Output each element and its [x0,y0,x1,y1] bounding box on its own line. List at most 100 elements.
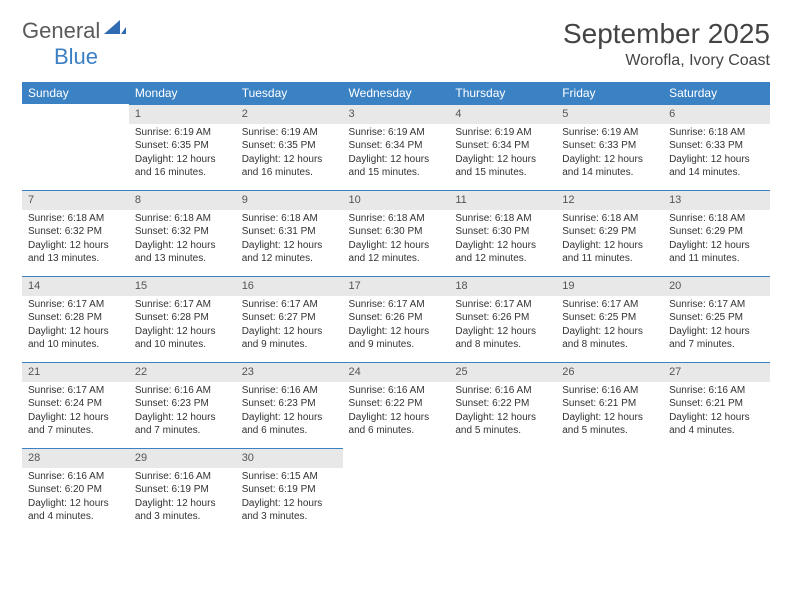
weekday-header: Tuesday [236,82,343,104]
day-number: 16 [236,276,343,296]
calendar-day-cell: 19Sunrise: 6:17 AMSunset: 6:25 PMDayligh… [556,276,663,362]
day-number: 10 [343,190,450,210]
day-content: Sunrise: 6:19 AMSunset: 6:35 PMDaylight:… [236,124,343,184]
day-content: Sunrise: 6:17 AMSunset: 6:27 PMDaylight:… [236,296,343,356]
day-number: 3 [343,104,450,124]
calendar-week-row: 7Sunrise: 6:18 AMSunset: 6:32 PMDaylight… [22,190,770,276]
day-content: Sunrise: 6:17 AMSunset: 6:25 PMDaylight:… [663,296,770,356]
calendar-week-row: 14Sunrise: 6:17 AMSunset: 6:28 PMDayligh… [22,276,770,362]
day-content: Sunrise: 6:18 AMSunset: 6:32 PMDaylight:… [129,210,236,270]
calendar-day-cell: 25Sunrise: 6:16 AMSunset: 6:22 PMDayligh… [449,362,556,448]
weekday-header: Saturday [663,82,770,104]
calendar-day-cell: 28Sunrise: 6:16 AMSunset: 6:20 PMDayligh… [22,448,129,534]
day-content: Sunrise: 6:19 AMSunset: 6:34 PMDaylight:… [449,124,556,184]
calendar-day-cell: 14Sunrise: 6:17 AMSunset: 6:28 PMDayligh… [22,276,129,362]
calendar-week-row: 1Sunrise: 6:19 AMSunset: 6:35 PMDaylight… [22,104,770,190]
calendar-day-cell: 21Sunrise: 6:17 AMSunset: 6:24 PMDayligh… [22,362,129,448]
day-content: Sunrise: 6:18 AMSunset: 6:30 PMDaylight:… [449,210,556,270]
calendar-empty-cell [343,448,450,534]
logo-text-2: Blue [54,44,98,69]
day-number: 25 [449,362,556,382]
day-content: Sunrise: 6:16 AMSunset: 6:23 PMDaylight:… [129,382,236,442]
calendar-day-cell: 16Sunrise: 6:17 AMSunset: 6:27 PMDayligh… [236,276,343,362]
calendar-day-cell: 29Sunrise: 6:16 AMSunset: 6:19 PMDayligh… [129,448,236,534]
day-number: 21 [22,362,129,382]
day-content: Sunrise: 6:18 AMSunset: 6:32 PMDaylight:… [22,210,129,270]
day-content: Sunrise: 6:19 AMSunset: 6:33 PMDaylight:… [556,124,663,184]
day-content: Sunrise: 6:16 AMSunset: 6:21 PMDaylight:… [556,382,663,442]
day-number: 14 [22,276,129,296]
day-number: 2 [236,104,343,124]
weekday-header: Sunday [22,82,129,104]
day-number: 15 [129,276,236,296]
calendar-empty-cell [22,104,129,190]
day-content: Sunrise: 6:17 AMSunset: 6:28 PMDaylight:… [129,296,236,356]
day-number: 1 [129,104,236,124]
calendar-day-cell: 12Sunrise: 6:18 AMSunset: 6:29 PMDayligh… [556,190,663,276]
calendar-day-cell: 27Sunrise: 6:16 AMSunset: 6:21 PMDayligh… [663,362,770,448]
calendar-day-cell: 3Sunrise: 6:19 AMSunset: 6:34 PMDaylight… [343,104,450,190]
calendar-day-cell: 1Sunrise: 6:19 AMSunset: 6:35 PMDaylight… [129,104,236,190]
calendar-day-cell: 17Sunrise: 6:17 AMSunset: 6:26 PMDayligh… [343,276,450,362]
day-content: Sunrise: 6:17 AMSunset: 6:24 PMDaylight:… [22,382,129,442]
logo-text-1: General [22,18,100,44]
day-number: 9 [236,190,343,210]
header: General September 2025 Worofla, Ivory Co… [22,18,770,70]
day-number: 30 [236,448,343,468]
day-content: Sunrise: 6:18 AMSunset: 6:31 PMDaylight:… [236,210,343,270]
day-number: 11 [449,190,556,210]
weekday-header: Monday [129,82,236,104]
logo-line2: Blue [28,44,98,70]
day-content: Sunrise: 6:16 AMSunset: 6:22 PMDaylight:… [343,382,450,442]
location: Worofla, Ivory Coast [563,52,770,70]
calendar-day-cell: 6Sunrise: 6:18 AMSunset: 6:33 PMDaylight… [663,104,770,190]
calendar-day-cell: 20Sunrise: 6:17 AMSunset: 6:25 PMDayligh… [663,276,770,362]
day-number: 27 [663,362,770,382]
weekday-header-row: SundayMondayTuesdayWednesdayThursdayFrid… [22,82,770,104]
day-number: 6 [663,104,770,124]
day-number: 4 [449,104,556,124]
day-content: Sunrise: 6:16 AMSunset: 6:21 PMDaylight:… [663,382,770,442]
day-number: 26 [556,362,663,382]
calendar-table: SundayMondayTuesdayWednesdayThursdayFrid… [22,82,770,534]
day-number: 22 [129,362,236,382]
day-number: 17 [343,276,450,296]
day-content: Sunrise: 6:18 AMSunset: 6:29 PMDaylight:… [556,210,663,270]
day-content: Sunrise: 6:18 AMSunset: 6:33 PMDaylight:… [663,124,770,184]
calendar-day-cell: 24Sunrise: 6:16 AMSunset: 6:22 PMDayligh… [343,362,450,448]
day-content: Sunrise: 6:16 AMSunset: 6:19 PMDaylight:… [129,468,236,528]
calendar-body: 1Sunrise: 6:19 AMSunset: 6:35 PMDaylight… [22,104,770,534]
day-content: Sunrise: 6:17 AMSunset: 6:28 PMDaylight:… [22,296,129,356]
calendar-day-cell: 15Sunrise: 6:17 AMSunset: 6:28 PMDayligh… [129,276,236,362]
logo-sail-icon [104,19,126,40]
calendar-day-cell: 30Sunrise: 6:15 AMSunset: 6:19 PMDayligh… [236,448,343,534]
month-title: September 2025 [563,18,770,50]
calendar-week-row: 21Sunrise: 6:17 AMSunset: 6:24 PMDayligh… [22,362,770,448]
calendar-week-row: 28Sunrise: 6:16 AMSunset: 6:20 PMDayligh… [22,448,770,534]
day-content: Sunrise: 6:16 AMSunset: 6:22 PMDaylight:… [449,382,556,442]
day-number: 24 [343,362,450,382]
day-number: 5 [556,104,663,124]
day-number: 8 [129,190,236,210]
calendar-day-cell: 22Sunrise: 6:16 AMSunset: 6:23 PMDayligh… [129,362,236,448]
day-number: 19 [556,276,663,296]
calendar-day-cell: 13Sunrise: 6:18 AMSunset: 6:29 PMDayligh… [663,190,770,276]
day-number: 7 [22,190,129,210]
calendar-day-cell: 10Sunrise: 6:18 AMSunset: 6:30 PMDayligh… [343,190,450,276]
weekday-header: Thursday [449,82,556,104]
calendar-day-cell: 11Sunrise: 6:18 AMSunset: 6:30 PMDayligh… [449,190,556,276]
day-content: Sunrise: 6:17 AMSunset: 6:26 PMDaylight:… [449,296,556,356]
calendar-day-cell: 9Sunrise: 6:18 AMSunset: 6:31 PMDaylight… [236,190,343,276]
logo: General [22,18,128,44]
day-number: 28 [22,448,129,468]
day-number: 13 [663,190,770,210]
calendar-day-cell: 5Sunrise: 6:19 AMSunset: 6:33 PMDaylight… [556,104,663,190]
weekday-header: Wednesday [343,82,450,104]
calendar-day-cell: 8Sunrise: 6:18 AMSunset: 6:32 PMDaylight… [129,190,236,276]
calendar-day-cell: 18Sunrise: 6:17 AMSunset: 6:26 PMDayligh… [449,276,556,362]
day-number: 29 [129,448,236,468]
weekday-header: Friday [556,82,663,104]
day-content: Sunrise: 6:17 AMSunset: 6:26 PMDaylight:… [343,296,450,356]
day-number: 23 [236,362,343,382]
day-content: Sunrise: 6:15 AMSunset: 6:19 PMDaylight:… [236,468,343,528]
